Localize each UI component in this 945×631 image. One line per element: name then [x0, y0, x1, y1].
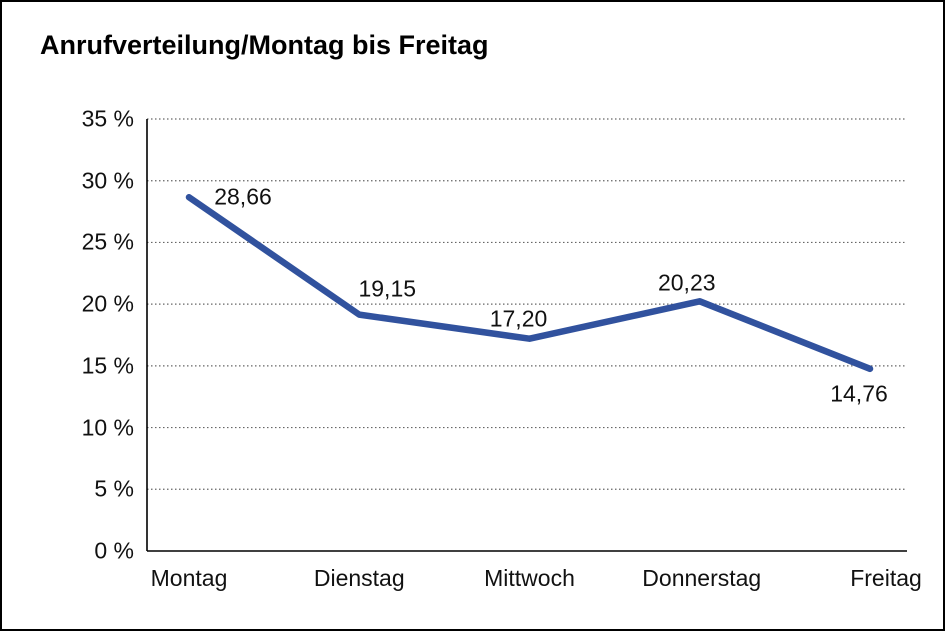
- y-tick-label-15: 15 %: [81, 352, 134, 379]
- point-label-montag: 28,66: [214, 183, 272, 210]
- y-tick-label-20: 20 %: [81, 290, 134, 317]
- chart-title: Anrufverteilung/Montag bis Freitag: [40, 30, 489, 60]
- axes: [146, 119, 907, 552]
- data-line-series: [185, 194, 874, 373]
- point-label-mittwoch: 17,20: [489, 305, 548, 332]
- call-distribution-line: [185, 194, 874, 373]
- point-label-freitag: 14,76: [830, 380, 888, 407]
- x-tick-label-freitag: Freitag: [850, 565, 922, 591]
- gridlines: [147, 118, 907, 490]
- y-tick-label-25: 25 %: [81, 228, 134, 255]
- x-tick-label-mittwoch: Mittwoch: [484, 565, 575, 591]
- x-tick-label-dienstag: Dienstag: [313, 565, 405, 591]
- y-tick-label-30: 30 %: [81, 167, 134, 194]
- x-tick-label-montag: Montag: [150, 565, 228, 591]
- y-tick-label-35: 35 %: [81, 105, 134, 132]
- point-label-dienstag: 19,15: [358, 275, 417, 302]
- x-tick-label-donnerstag: Donnerstag: [642, 565, 762, 591]
- y-tick-label-0: 0 %: [94, 537, 134, 564]
- y-tick-label-10: 10 %: [81, 414, 134, 441]
- y-tick-label-5: 5 %: [94, 475, 134, 502]
- point-label-donnerstag: 20,23: [657, 269, 716, 296]
